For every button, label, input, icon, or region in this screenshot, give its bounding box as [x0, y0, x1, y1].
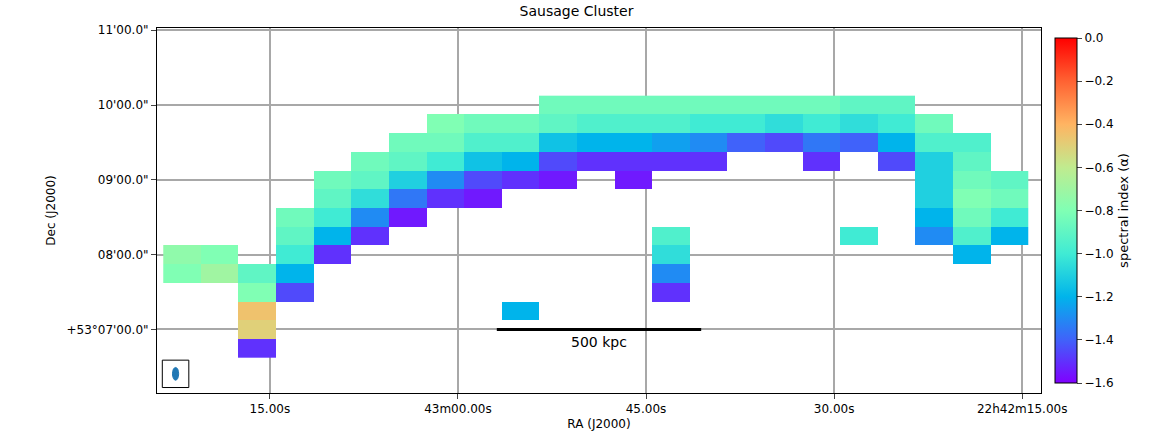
svg-text:08'00.0": 08'00.0"	[98, 248, 149, 262]
svg-text:500 kpc: 500 kpc	[571, 334, 627, 350]
svg-text:43m00.00s: 43m00.00s	[424, 402, 492, 416]
svg-text:Dec (J2000): Dec (J2000)	[44, 175, 58, 245]
svg-text:Sausage Cluster: Sausage Cluster	[520, 3, 634, 19]
svg-text:RA (J2000): RA (J2000)	[567, 417, 630, 431]
svg-text:−0.8: −0.8	[1084, 204, 1113, 218]
svg-text:15.00s: 15.00s	[250, 402, 291, 416]
svg-text:11'00.0": 11'00.0"	[98, 23, 149, 37]
svg-text:0.0: 0.0	[1084, 31, 1103, 45]
svg-text:09'00.0": 09'00.0"	[98, 173, 149, 187]
svg-text:45.00s: 45.00s	[626, 402, 667, 416]
svg-text:−1.6: −1.6	[1084, 376, 1113, 390]
svg-text:−0.6: −0.6	[1084, 161, 1113, 175]
svg-text:+53°07'00.0": +53°07'00.0"	[66, 323, 148, 337]
svg-text:−1.0: −1.0	[1084, 247, 1113, 261]
svg-text:−1.2: −1.2	[1084, 290, 1113, 304]
svg-text:30.00s: 30.00s	[814, 402, 855, 416]
svg-text:spectral index (α): spectral index (α)	[1116, 153, 1131, 268]
svg-text:10'00.0": 10'00.0"	[98, 98, 149, 112]
svg-text:−0.4: −0.4	[1084, 117, 1113, 131]
svg-text:−1.4: −1.4	[1084, 333, 1113, 347]
svg-text:−0.2: −0.2	[1084, 74, 1113, 88]
svg-text:22h42m15.00s: 22h42m15.00s	[977, 402, 1067, 416]
